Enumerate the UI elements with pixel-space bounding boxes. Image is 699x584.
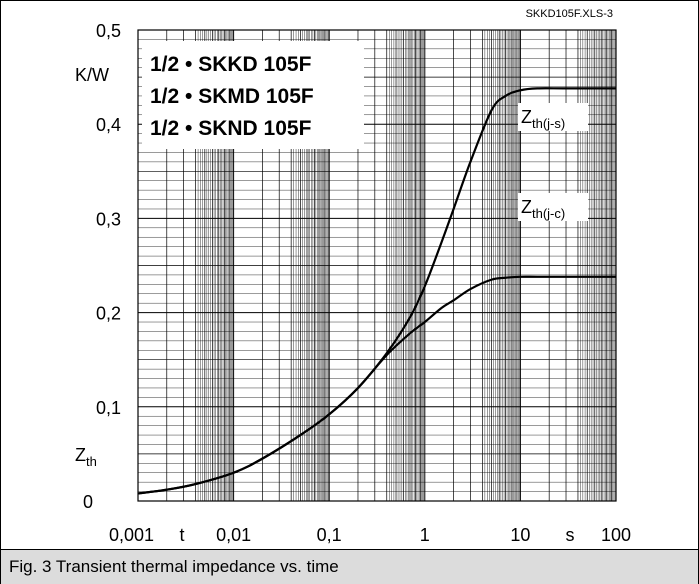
y-symbol-sub: th bbox=[86, 454, 97, 469]
y-unit-label: K/W bbox=[75, 65, 109, 85]
x-tick-label: 100 bbox=[601, 525, 631, 545]
part-number: 1/2 • SKND 105F bbox=[150, 117, 312, 140]
file-tag: SKKD105F.XLS-3 bbox=[526, 8, 613, 20]
y-tick-label: 0,5 bbox=[96, 21, 121, 41]
part-number: 1/2 • SKMD 105F bbox=[150, 85, 314, 108]
y-tick-label: 0 bbox=[83, 492, 93, 512]
y-tick-label: 0,3 bbox=[96, 209, 121, 229]
series-label-bg-0 bbox=[518, 103, 588, 131]
y-tick-label: 0,4 bbox=[96, 115, 121, 135]
x-tick-label: 10 bbox=[510, 525, 530, 545]
chart: 0 0,1 0,2 0,3 0,4 0,5 0,001 0,01 0,1 1 10 100 K/W Zt… bbox=[75, 8, 631, 545]
series-label-sub: th(j-c) bbox=[532, 206, 565, 221]
x-unit-label: s bbox=[566, 525, 575, 545]
series-label-main: Z bbox=[521, 107, 532, 127]
part-number: 1/2 • SKKD 105F bbox=[150, 53, 312, 76]
tick-labels: 0 0,1 0,2 0,3 0,4 0,5 0,001 0,01 0,1 1 10 100 bbox=[83, 21, 631, 545]
series-label-main: Z bbox=[521, 197, 532, 217]
x-tick-label: 1 bbox=[420, 525, 430, 545]
x-tick-label: 0,001 bbox=[109, 525, 154, 545]
y-symbol-label: Zth bbox=[75, 445, 97, 469]
caption-bar: Fig. 3 Transient thermal impedance vs. t… bbox=[1, 549, 698, 584]
axis-labels: K/W Zth t s bbox=[75, 65, 575, 545]
series-label-1: Zth(j-c) bbox=[521, 197, 565, 221]
x-tick-label: 0,01 bbox=[216, 525, 251, 545]
series-label-0: Zth(j-s) bbox=[521, 107, 565, 131]
series-label-sub: th(j-s) bbox=[532, 116, 565, 131]
series-label-bg-1 bbox=[518, 193, 588, 221]
legend-box bbox=[142, 41, 364, 149]
x-symbol-label: t bbox=[179, 525, 184, 545]
x-tick-label: 0,1 bbox=[317, 525, 342, 545]
y-tick-label: 0,2 bbox=[96, 304, 121, 324]
series-line-0 bbox=[137, 87, 616, 495]
y-tick-label: 0,1 bbox=[96, 398, 121, 418]
plot-area bbox=[137, 29, 617, 502]
series-line-1 bbox=[137, 275, 616, 495]
part-number-legend: 1/2 • SKKD 105F 1/2 • SKMD 105F 1/2 • SKND… bbox=[142, 41, 364, 149]
series-group: Zth(j-s)Zth(j-c) bbox=[137, 87, 616, 495]
y-symbol-main: Z bbox=[75, 445, 86, 465]
figure-caption: Fig. 3 Transient thermal impedance vs. t… bbox=[9, 557, 339, 576]
